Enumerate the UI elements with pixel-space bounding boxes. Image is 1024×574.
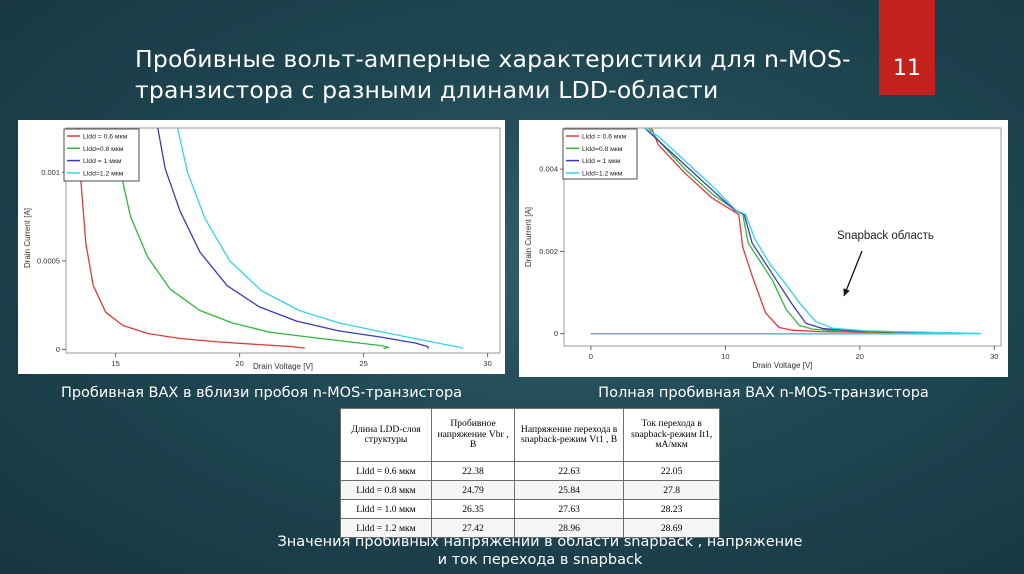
x-tick-label: 30	[990, 352, 998, 361]
x-tick-label: 20	[235, 359, 243, 368]
header-snapback-voltage: Напряжение перехода в snapback-режим Vt1…	[514, 408, 625, 462]
series-line	[157, 128, 429, 349]
table-cell: Lldd = 1.2 мкм	[340, 518, 432, 538]
y-tick-label: 0.001	[41, 168, 60, 177]
slide-title-line-1: Пробивные вольт-амперные характеристики …	[135, 45, 851, 73]
y-tick-label: 0.004	[539, 165, 558, 174]
x-tick-label: 25	[359, 359, 367, 368]
table-cell: 24.79	[430, 480, 516, 500]
table-cell: 28.69	[623, 518, 720, 538]
y-tick-label: 0.002	[539, 247, 558, 256]
header-ldd-length: Длина LDD-слоя структуры	[340, 408, 432, 462]
table-cell: 27.63	[514, 499, 625, 519]
table-cell: 28.96	[514, 518, 625, 538]
left-chart-caption: Пробивная ВАХ в вблизи пробоя n-MOS-тран…	[60, 385, 463, 401]
y-tick-label: 0	[554, 329, 558, 338]
page-number: 11	[893, 56, 921, 81]
y-tick-label: 0.0005	[37, 256, 60, 265]
table-cell: 22.63	[514, 461, 625, 481]
series-line	[176, 128, 464, 350]
table-header-row: Длина LDD-слоя структуры Пробивное напря…	[340, 408, 720, 462]
table-caption-line-2: и ток перехода в snapback	[437, 552, 643, 568]
y-axis-label: Drain Current [A]	[23, 208, 32, 268]
table-cell: 22.38	[430, 461, 516, 481]
chart-zoom-svg: 15 20 25 30 0 0.0005 0.001 Drain Voltage [V] Dra…	[23, 127, 501, 371]
table-cell: 27.42	[430, 518, 516, 538]
series-group	[590, 128, 982, 335]
series-line	[114, 128, 390, 350]
table-cell: Lldd = 0.8 мкм	[340, 480, 432, 500]
legend-label: Lldd=0.8 мкм	[582, 146, 623, 153]
series-group	[77, 128, 464, 350]
series-line	[590, 128, 896, 335]
table-cell: 27.8	[623, 480, 720, 500]
legend-label: Lldd = 0.6 мкм	[83, 134, 128, 141]
x-tick-label: 0	[589, 352, 593, 361]
x-tick-label: 15	[111, 359, 119, 368]
table-cell: 22.05	[623, 461, 720, 481]
table-row: Lldd = 0.8 мкм 24.79 25.84 27.8	[340, 480, 720, 500]
slide-title-line-2: транзистора с разными длинами LDD-област…	[135, 76, 719, 104]
table-row: Lldd = 0.6 мкм 22.38 22.63 22.05	[340, 461, 720, 481]
y-axis-label: Drain Current [A]	[524, 207, 533, 267]
breakdown-iv-chart-zoom: 15 20 25 30 0 0.0005 0.001 Drain Voltage [V] Dra…	[18, 120, 505, 374]
table-row: Lldd = 1.2 мкм 27.42 28.96 28.69	[340, 518, 720, 538]
legend-label: Lldd = 1 мкм	[83, 158, 122, 165]
table-cell: 28.23	[623, 499, 720, 519]
slide-title: Пробивные вольт-амперные характеристики …	[135, 44, 855, 106]
x-axis-label: Drain Voltage [V]	[752, 361, 812, 370]
breakdown-voltage-table: Длина LDD-слоя структуры Пробивное напря…	[340, 408, 720, 538]
table-cell: 26.35	[430, 499, 516, 519]
page-number-badge: 11	[879, 0, 935, 95]
legend-label: Lldd=1.2 мкм	[83, 170, 124, 177]
table-row: Lldd = 1.0 мкм 26.35 27.63 28.23	[340, 499, 720, 519]
y-tick-label: 0	[56, 345, 60, 354]
table-caption: Значения пробивных напряжений в области …	[220, 533, 860, 569]
x-tick-label: 10	[721, 352, 729, 361]
table-cell: Lldd = 1.0 мкм	[340, 499, 432, 519]
chart-full-svg: 0 10 20 30 0 0.002 0.004 Drain Voltage [V] Drain…	[524, 127, 1002, 370]
legend-label: Lldd = 1 мкм	[582, 158, 621, 165]
header-breakdown-voltage: Пробивное напряжение Vbr , В	[430, 408, 516, 462]
right-chart-caption: Полная пробивная ВАХ n-MOS-транзистора	[598, 385, 929, 401]
x-tick-label: 20	[856, 352, 864, 361]
annotation-arrow	[843, 250, 863, 297]
legend-label: Lldd = 0.6 мкм	[582, 134, 627, 141]
table-cell: Lldd = 0.6 мкм	[340, 461, 432, 481]
series-line	[590, 128, 982, 335]
x-axis-label: Drain Voltage [V]	[253, 362, 313, 371]
table-caption-line-1: Значения пробивных напряжений в области …	[277, 534, 803, 550]
header-snapback-current: Ток перехода в snapback-режим It1, мА/мк…	[623, 408, 720, 462]
legend-label: Lldd=0.8 мкм	[83, 146, 124, 153]
snapback-annotation-label: Snapback область	[837, 230, 934, 242]
table-cell: 25.84	[514, 480, 625, 500]
legend-box	[562, 128, 638, 180]
annotation-arrowhead	[843, 288, 850, 296]
legend-label: Lldd=1.2 мкм	[582, 170, 623, 177]
breakdown-iv-chart-full: 0 10 20 30 0 0.002 0.004 Drain Voltage [V] Drain…	[519, 120, 1008, 377]
series-line	[77, 128, 305, 349]
x-tick-label: 30	[483, 359, 491, 368]
